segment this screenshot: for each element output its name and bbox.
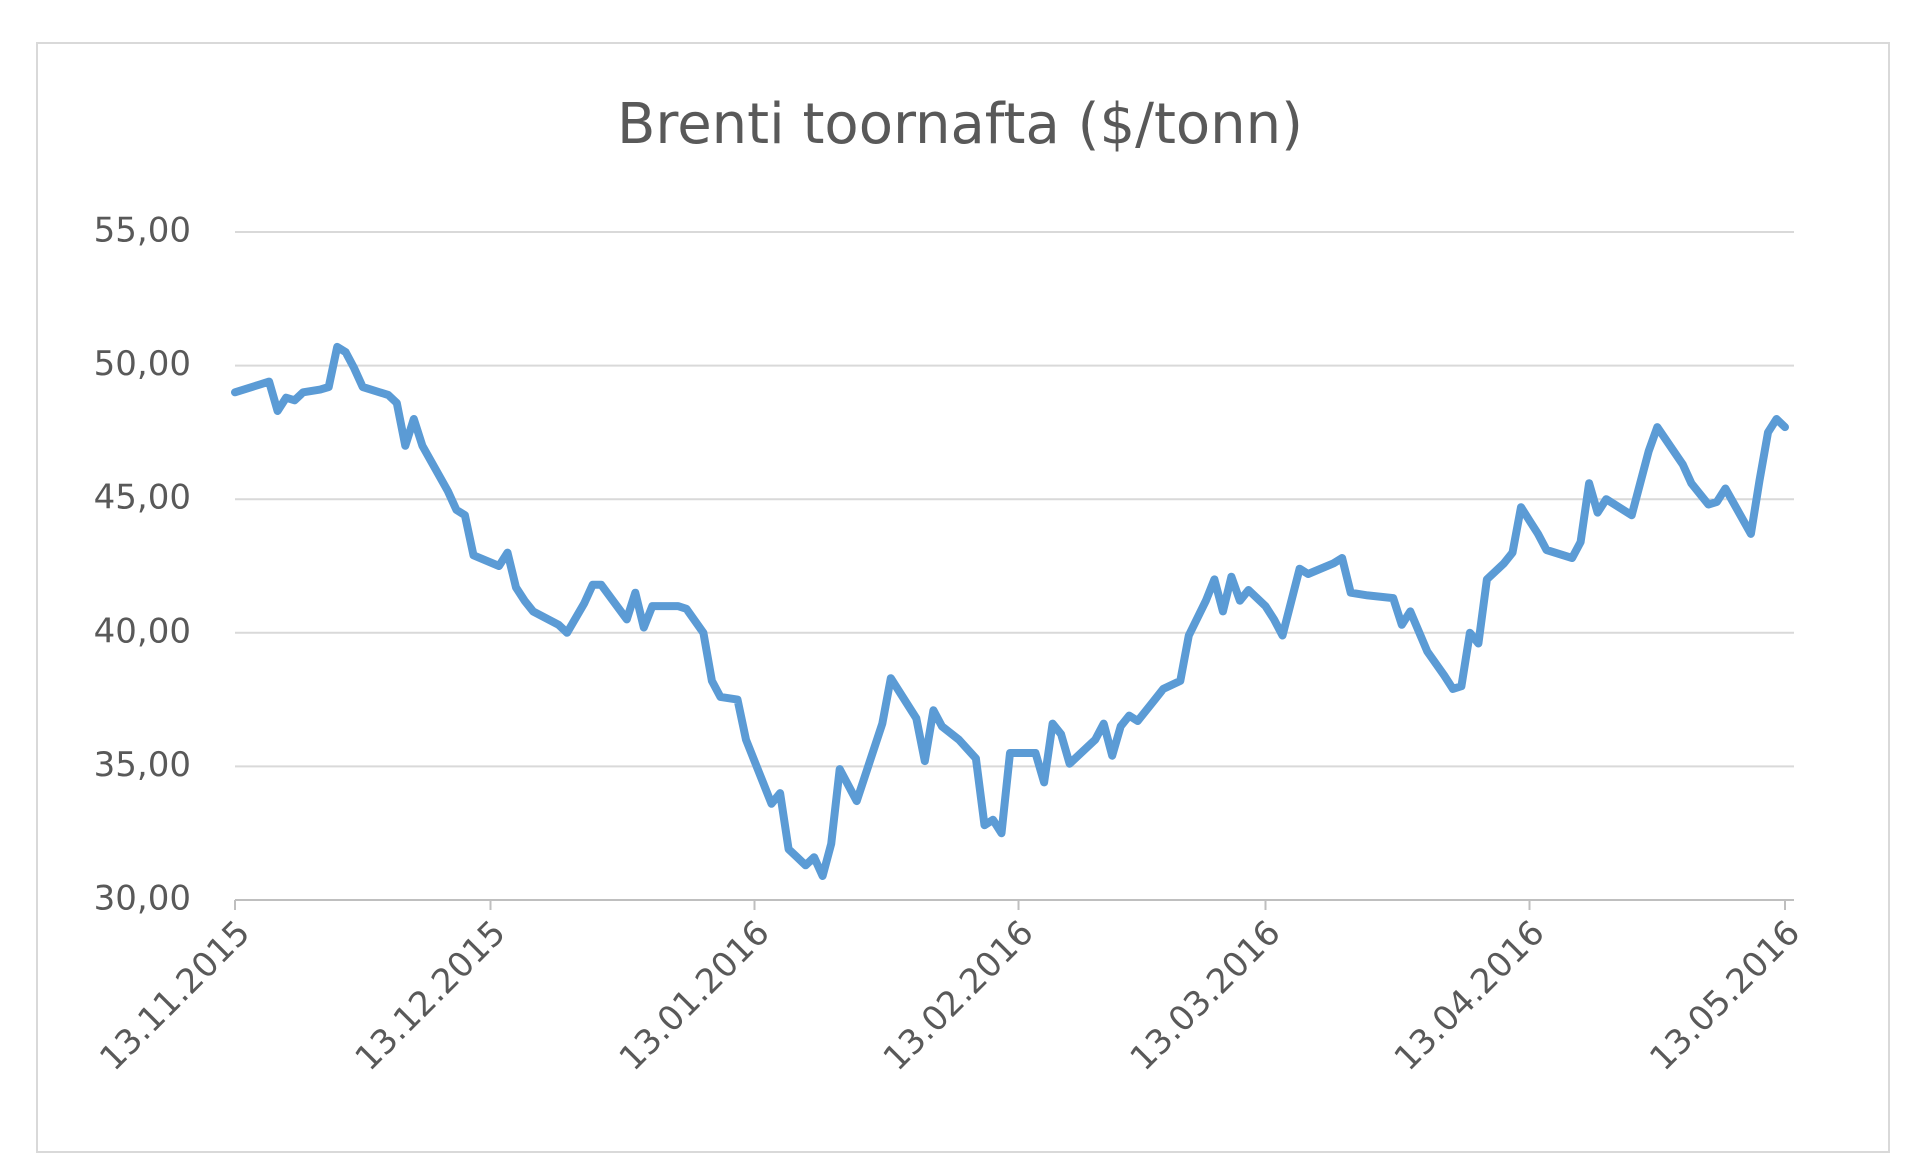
y-tick-label: 50,00	[94, 344, 191, 384]
y-tick-label: 30,00	[94, 879, 191, 919]
price-line	[231, 342, 1789, 880]
y-tick-label: 35,00	[94, 745, 191, 785]
chart-frame	[36, 42, 1890, 1153]
y-tick-label: 55,00	[94, 211, 191, 251]
y-tick-label: 45,00	[94, 478, 191, 518]
chart-title: Brenti toornafta ($/tonn)	[617, 92, 1303, 157]
y-tick-label: 40,00	[94, 611, 191, 651]
